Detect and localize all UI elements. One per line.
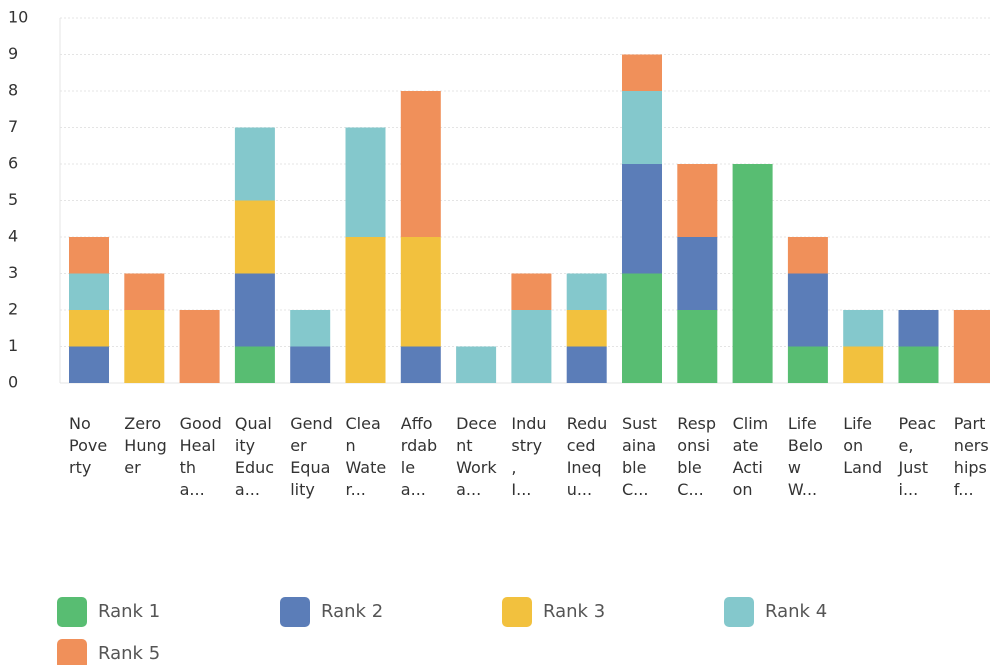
bar-segment xyxy=(179,310,220,383)
bar-segment xyxy=(898,310,939,347)
y-tick-label: 9 xyxy=(8,44,18,63)
bar-segment xyxy=(622,54,662,91)
legend-swatch xyxy=(724,597,754,627)
y-tick-label: 2 xyxy=(8,300,18,319)
bar-segment xyxy=(124,310,165,383)
bar-segment xyxy=(124,273,165,310)
bar-segment xyxy=(787,273,828,347)
bar-segment xyxy=(234,273,275,347)
x-tick-label: Resp onsi ble C... xyxy=(677,414,716,499)
bar-segment xyxy=(511,273,552,310)
legend-swatch xyxy=(502,597,532,627)
x-tick-label: Part ners hips f... xyxy=(954,414,989,499)
x-tick-label: Sust aina ble C... xyxy=(622,414,657,499)
bar-segment xyxy=(843,310,884,347)
bar-segment xyxy=(69,346,109,383)
bar-segment xyxy=(234,127,275,201)
bar-segment xyxy=(566,273,607,310)
legend-swatch xyxy=(280,597,310,627)
bar-segment xyxy=(677,164,718,237)
legend-swatch xyxy=(57,597,87,627)
x-tick-label: Dece nt Work a... xyxy=(456,414,497,499)
x-tick-label: Gend er Equa lity xyxy=(290,414,333,499)
bar-segment xyxy=(234,200,275,274)
bar-segment xyxy=(843,346,884,383)
legend-swatch xyxy=(57,639,87,665)
bar-segment xyxy=(456,346,497,383)
bar-segment xyxy=(511,310,552,383)
x-tick-label: Peac e, Just i... xyxy=(898,414,937,499)
bar-segment xyxy=(622,273,662,383)
x-tick-label: Indu stry, I... xyxy=(511,414,546,499)
y-tick-label: 7 xyxy=(8,117,18,136)
x-tick-label: Affo rdab le a... xyxy=(401,414,437,499)
x-tick-label: Clea n Wate r... xyxy=(346,414,387,499)
x-tick-label: Zero Hung er xyxy=(124,414,166,477)
bar-segment xyxy=(234,346,275,383)
y-tick-label: 3 xyxy=(8,263,18,282)
legend-label: Rank 5 xyxy=(98,643,160,664)
bar-segment xyxy=(290,310,331,347)
bar-segment xyxy=(677,237,718,310)
bar-segment xyxy=(69,237,109,274)
legend-label: Rank 4 xyxy=(765,601,827,622)
legend-label: Rank 2 xyxy=(321,601,383,622)
y-tick-label: 4 xyxy=(8,227,18,246)
bar-segment xyxy=(69,273,109,310)
y-tick-label: 10 xyxy=(8,8,28,27)
bar-segment xyxy=(290,346,331,383)
y-tick-label: 0 xyxy=(8,373,18,392)
bar-segment xyxy=(566,346,607,383)
x-tick-label: Life on Land xyxy=(843,414,882,477)
bar-segment xyxy=(345,127,386,237)
y-tick-label: 6 xyxy=(8,154,18,173)
bar-segment xyxy=(732,164,773,383)
bar-segment xyxy=(345,237,386,383)
bar-segment xyxy=(622,91,662,164)
bar-segment xyxy=(787,346,828,383)
bar-segment xyxy=(953,310,990,383)
bar-segment xyxy=(400,91,441,237)
x-tick-label: Qual ity Educ a... xyxy=(235,414,274,499)
bar-segment xyxy=(400,237,441,347)
bar-segment xyxy=(566,310,607,347)
legend-label: Rank 1 xyxy=(98,601,160,622)
bar-segment xyxy=(69,310,109,347)
bar-segment xyxy=(787,237,828,274)
y-tick-label: 5 xyxy=(8,190,18,209)
y-tick-label: 8 xyxy=(8,81,18,100)
x-tick-label: No Pove rty xyxy=(69,414,107,477)
bar-segment xyxy=(898,346,939,383)
x-tick-label: Redu ced Ineq u... xyxy=(567,414,608,499)
y-tick-label: 1 xyxy=(8,336,18,355)
bar-segment xyxy=(622,164,662,274)
x-tick-label: Clim ate Acti on xyxy=(733,414,769,499)
x-tick-label: Life Belo w W... xyxy=(788,414,823,499)
x-tick-label: Good Heal th a... xyxy=(180,414,222,499)
legend-label: Rank 3 xyxy=(543,601,605,622)
bar-segment xyxy=(400,346,441,383)
bar-segment xyxy=(677,310,718,383)
